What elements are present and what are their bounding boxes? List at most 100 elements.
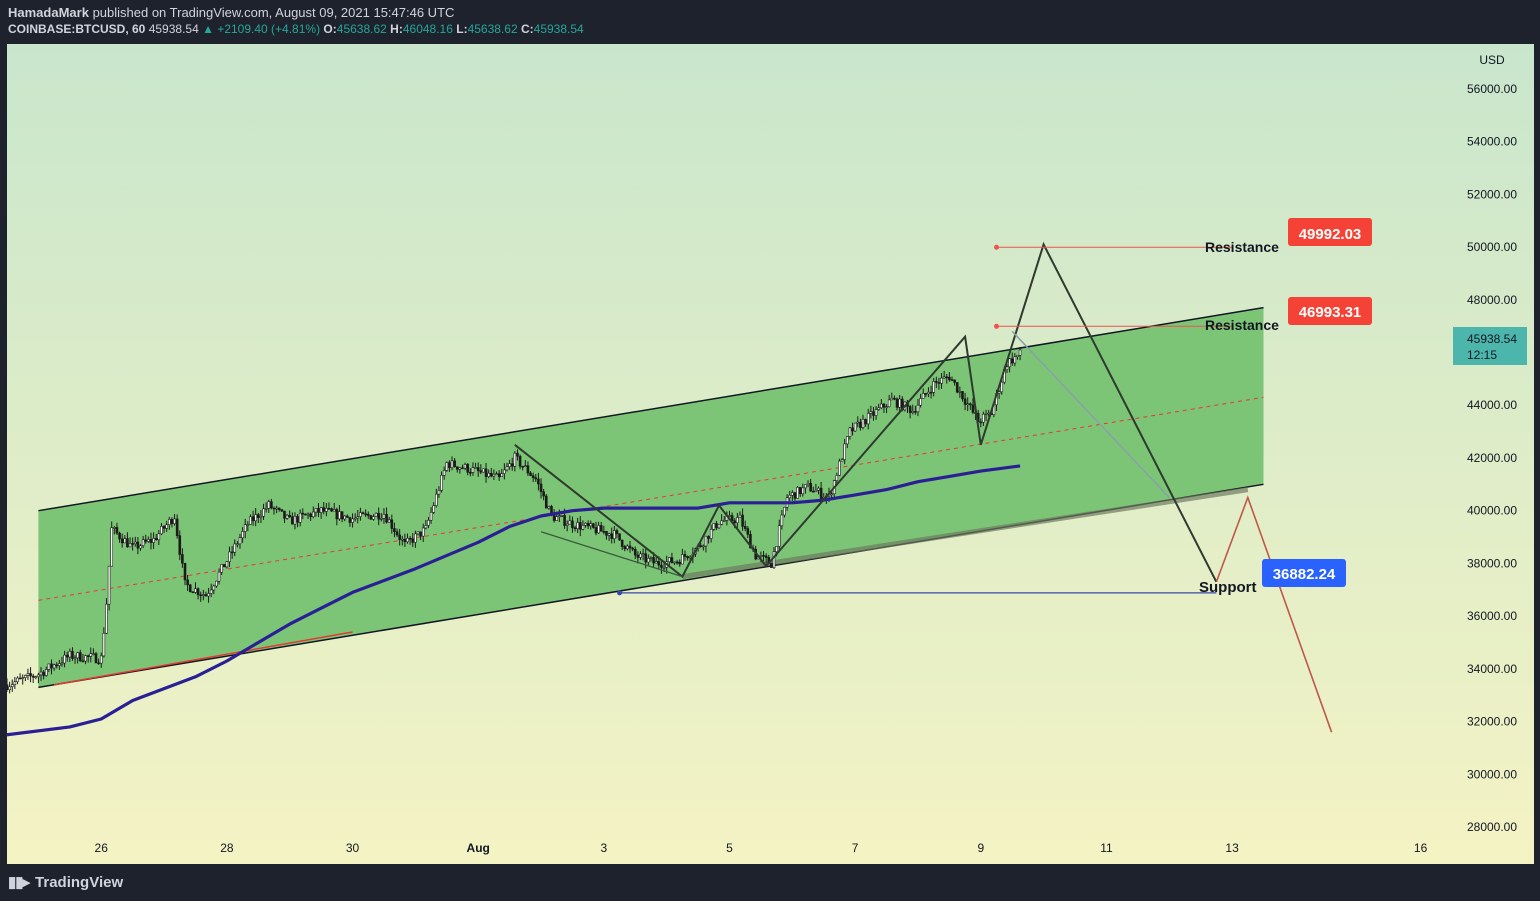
candle-body bbox=[73, 657, 77, 660]
chart-area[interactable]: USD 56000.00 54000.00 52000.00 50000.00 4800… bbox=[5, 44, 1534, 864]
author-name[interactable]: HamadaMark bbox=[8, 5, 89, 20]
candle-body bbox=[249, 516, 252, 525]
time-tick-label: 3 bbox=[601, 841, 608, 855]
candle-body bbox=[791, 492, 794, 496]
candle-body bbox=[207, 593, 210, 597]
candle-body bbox=[623, 546, 627, 550]
candle-body bbox=[644, 553, 648, 563]
projection-zigzag-path bbox=[514, 241, 1218, 583]
candle-body bbox=[581, 525, 585, 530]
support-label: Support bbox=[1199, 579, 1257, 596]
candle-body bbox=[387, 519, 391, 523]
support-price: 36882.24 bbox=[1273, 566, 1336, 583]
candle-body bbox=[442, 470, 446, 476]
candle-body bbox=[42, 671, 45, 676]
candle-body bbox=[280, 509, 284, 512]
resistance-price-top: 49992.03 bbox=[1299, 226, 1362, 243]
candle-body bbox=[804, 484, 807, 489]
symbol-label[interactable]: COINBASE:BTCUSD, 60 bbox=[8, 22, 146, 36]
moving-average-line bbox=[6, 464, 1021, 737]
candle-body bbox=[516, 452, 519, 457]
candle-body bbox=[262, 508, 265, 517]
candle-body bbox=[353, 517, 357, 520]
candle-body bbox=[1013, 356, 1017, 364]
candle-body bbox=[636, 554, 640, 558]
candle-body bbox=[864, 418, 867, 425]
resistance-price-mid: 46993.31 bbox=[1299, 304, 1362, 321]
time-tick-label: 9 bbox=[977, 841, 984, 855]
candle-body bbox=[194, 588, 197, 593]
resistance-price-tag-top[interactable] bbox=[1288, 218, 1372, 246]
candle-body bbox=[133, 541, 137, 545]
candle-body bbox=[170, 519, 174, 524]
price-tick-label: 32000.00 bbox=[1467, 715, 1517, 729]
candle-body bbox=[675, 561, 679, 564]
candle-body bbox=[37, 674, 40, 678]
candle-body bbox=[584, 522, 587, 526]
candle-body bbox=[518, 455, 522, 467]
candle-body bbox=[304, 513, 307, 516]
candle-body bbox=[681, 554, 684, 565]
candle-body bbox=[55, 664, 59, 667]
candle-body bbox=[544, 495, 548, 509]
candle-body bbox=[168, 519, 171, 525]
candle-body bbox=[246, 524, 250, 526]
candle-body bbox=[866, 413, 870, 425]
time-tick-label: 30 bbox=[346, 841, 360, 855]
price-tags[interactable]: 49992.03 Resistance 46993.31 Resistance … bbox=[1199, 218, 1527, 596]
candle-body bbox=[18, 677, 22, 680]
tradingview-logo[interactable]: ▮▮▸ TradingView bbox=[8, 873, 123, 892]
resistance-anchor-1 bbox=[994, 244, 1000, 250]
candle-body bbox=[107, 565, 111, 605]
candle-body bbox=[649, 557, 653, 559]
candle-body bbox=[429, 511, 433, 521]
price-tick-label: 36000.00 bbox=[1467, 609, 1517, 623]
candle-body bbox=[154, 538, 158, 541]
candle-body bbox=[898, 398, 901, 408]
chart-header: HamadaMark published on TradingView.com,… bbox=[0, 0, 1540, 44]
candle-body bbox=[291, 516, 294, 525]
candle-body bbox=[5, 684, 9, 691]
candle-body bbox=[139, 545, 142, 549]
candle-body bbox=[144, 539, 148, 542]
candle-body bbox=[110, 527, 114, 567]
time-axis[interactable]: 26 28 30 Aug 3 5 7 9 11 13 16 bbox=[95, 841, 1428, 855]
candle-body bbox=[869, 411, 873, 414]
candle-body bbox=[759, 555, 763, 557]
candle-body bbox=[204, 594, 208, 597]
candle-body bbox=[128, 543, 132, 548]
candle-body bbox=[47, 663, 51, 670]
candle-body bbox=[798, 487, 802, 495]
candle-body bbox=[513, 452, 517, 467]
candle-body bbox=[958, 391, 962, 393]
price-tick-label: 44000.00 bbox=[1467, 398, 1517, 412]
candle-body bbox=[772, 551, 776, 568]
candle-body bbox=[306, 513, 310, 516]
candle-body bbox=[330, 508, 333, 512]
candle-body bbox=[437, 490, 441, 495]
candle-body bbox=[788, 494, 792, 499]
candle-body bbox=[620, 539, 624, 547]
candle-body bbox=[921, 393, 925, 399]
candle-body bbox=[628, 545, 632, 549]
support-price-tag[interactable] bbox=[1262, 559, 1346, 587]
candle-body bbox=[343, 515, 346, 520]
candle-body bbox=[613, 530, 616, 539]
candle-body bbox=[935, 381, 938, 383]
drawing-tools[interactable] bbox=[514, 241, 1333, 733]
price-chart[interactable]: USD 56000.00 54000.00 52000.00 50000.00 4800… bbox=[5, 44, 1534, 864]
candle-body bbox=[508, 463, 511, 468]
tradingview-logo-icon: ▮▮▸ bbox=[8, 874, 30, 891]
candle-body bbox=[728, 515, 731, 517]
candle-body bbox=[631, 547, 634, 550]
resistance-price-tag-mid[interactable] bbox=[1288, 297, 1372, 325]
candle-body bbox=[435, 493, 438, 506]
candle-body bbox=[652, 557, 655, 564]
time-tick-label: 26 bbox=[95, 841, 109, 855]
candle-body bbox=[257, 514, 260, 518]
candle-body bbox=[704, 535, 708, 547]
candle-body bbox=[272, 507, 276, 510]
candle-body bbox=[479, 470, 483, 473]
candle-body bbox=[1016, 354, 1019, 358]
channel-base-red-line bbox=[53, 631, 353, 686]
